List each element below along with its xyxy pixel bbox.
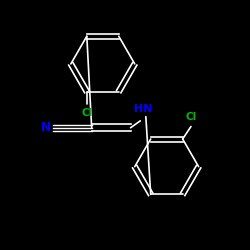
Text: Cl: Cl	[81, 108, 92, 118]
Text: HN: HN	[134, 104, 152, 114]
Text: N: N	[41, 121, 51, 134]
Text: Cl: Cl	[185, 112, 196, 122]
